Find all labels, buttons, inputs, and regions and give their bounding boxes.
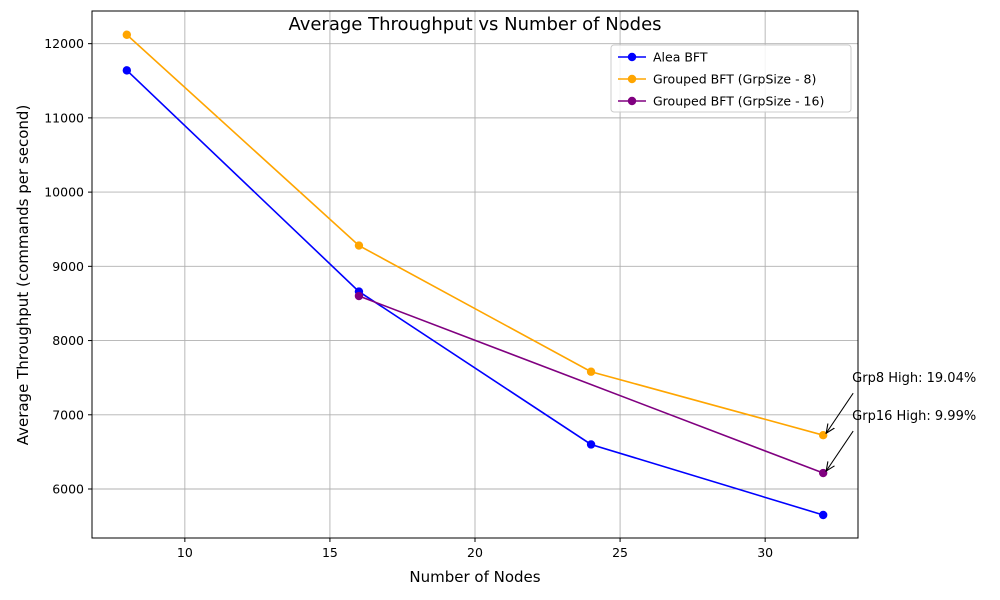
- data-point: [586, 440, 596, 449]
- y-tick-label: 8000: [52, 333, 84, 348]
- legend-swatch-marker: [627, 52, 637, 62]
- data-point: [586, 367, 596, 376]
- x-tick-label: 25: [612, 545, 628, 560]
- axis-ticks: 10 15 20 25 30 6000 7000 8000 9000 10000 11000 1200…: [44, 36, 773, 560]
- annotation-label: Grp8 High: 19.04%: [852, 371, 976, 386]
- data-point: [122, 30, 132, 39]
- x-tick-label: 10: [177, 545, 193, 560]
- data-point: [818, 468, 828, 478]
- legend: Alea BFT Grouped BFT (GrpSize - 8) Grouped…: [610, 44, 852, 113]
- data-point: [818, 510, 828, 520]
- x-tick-label: 15: [322, 545, 338, 560]
- legend-box: [610, 44, 852, 113]
- y-tick-label: 7000: [52, 407, 84, 422]
- series-line: [126, 34, 824, 436]
- legend-label: Alea BFT: [653, 50, 708, 65]
- x-tick-label: 30: [757, 545, 773, 560]
- series-line: [126, 69, 824, 516]
- y-tick-label: 11000: [44, 110, 84, 125]
- data-point: [354, 241, 364, 250]
- annotations: Grp8 High: 19.04% Grp16 High: 9.99%: [826, 371, 976, 471]
- y-axis-label: Average Throughput (commands per second): [14, 105, 32, 446]
- x-axis-label: Number of Nodes: [409, 568, 540, 586]
- y-tick-label: 12000: [44, 36, 84, 51]
- legend-label: Grouped BFT (GrpSize - 8): [653, 72, 816, 87]
- y-tick-label: 6000: [52, 482, 84, 497]
- annotation-label: Grp16 High: 9.99%: [852, 409, 976, 424]
- data-point: [122, 66, 132, 75]
- x-tick-label: 20: [467, 545, 483, 560]
- y-tick-label: 10000: [44, 185, 84, 200]
- legend-label: Grouped BFT (GrpSize - 16): [653, 94, 824, 109]
- gridlines: [92, 11, 858, 538]
- y-tick-label: 9000: [52, 259, 84, 274]
- legend-swatch-marker: [627, 96, 637, 106]
- legend-swatch-marker: [627, 74, 637, 84]
- series-layer: [122, 30, 828, 520]
- data-point: [354, 291, 364, 301]
- series-line: [358, 295, 824, 474]
- data-point: [818, 430, 828, 440]
- annotation-arrow: [826, 392, 854, 433]
- annotation-arrow: [826, 430, 854, 471]
